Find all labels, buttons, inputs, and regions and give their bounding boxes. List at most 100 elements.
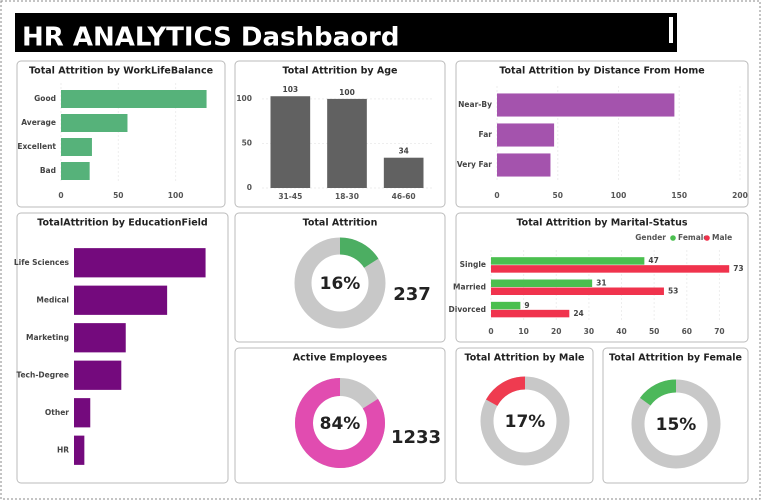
title-caret (669, 17, 673, 43)
bar (497, 93, 675, 117)
x-tick-label: 10 (518, 327, 528, 336)
legend-title: Gender (635, 233, 666, 242)
data-label: 100 (339, 88, 355, 97)
panel-title: Active Employees (293, 353, 388, 364)
total-value: 1233 (391, 427, 441, 448)
legend-label: Male (712, 233, 732, 242)
x-tick-label: 50 (649, 327, 659, 336)
bar (74, 435, 85, 465)
y-tick-label: 0 (247, 183, 252, 192)
x-tick-label: 0 (488, 327, 493, 336)
data-label: 73 (733, 264, 743, 273)
x-tick-label: 0 (494, 191, 499, 200)
category-label: Other (45, 408, 69, 417)
bar (74, 285, 168, 315)
bar (491, 287, 664, 295)
bar (491, 301, 521, 310)
legend-swatch (704, 235, 710, 241)
y-tick-label: 50 (242, 138, 252, 147)
bar (497, 153, 551, 177)
bar (491, 309, 570, 318)
bar (383, 157, 424, 188)
data-label: 34 (398, 147, 408, 156)
total-value: 237 (393, 284, 431, 305)
panel (16, 60, 226, 208)
panel-title: Total Attrition by Distance From Home (499, 66, 704, 77)
x-tick-label: 40 (616, 327, 626, 336)
x-tick-label: 50 (553, 191, 563, 200)
data-label: 31 (596, 279, 606, 288)
donut-label: 84% (320, 414, 361, 434)
category-label: Bad (40, 166, 56, 175)
panel-title: Total Attrition by Age (283, 66, 398, 77)
bar (61, 114, 128, 132)
bar (74, 323, 126, 353)
donut-label: 15% (656, 415, 697, 435)
bar (61, 90, 207, 108)
x-tick-label: 31-45 (278, 192, 302, 201)
category-label: Far (479, 130, 493, 139)
category-label: Good (34, 94, 56, 103)
bar (74, 360, 122, 390)
bar (74, 248, 206, 278)
donut-arc (339, 237, 379, 269)
dashboard-title: HR ANALYTICS Dashbaord (22, 23, 400, 53)
panel-title: Total Attrition (303, 218, 378, 229)
legend-label: Female (678, 233, 708, 242)
category-label: Near-By (458, 100, 492, 109)
legend-swatch (670, 235, 676, 241)
donut-label: 16% (320, 274, 361, 294)
category-label: Tech-Degree (16, 370, 69, 379)
panel-title: Total Attrition by WorkLifeBalance (29, 66, 213, 77)
category-label: Life Sciences (14, 258, 70, 267)
bar (74, 398, 91, 428)
x-tick-label: 100 (168, 191, 184, 200)
bar (491, 279, 593, 287)
category-label: HR (57, 445, 69, 454)
x-tick-label: 100 (611, 191, 627, 200)
panel-title: TotalAttrition by EducationField (37, 218, 207, 229)
donut-arc (295, 378, 385, 468)
x-tick-label: 20 (551, 327, 561, 336)
data-label: 53 (668, 287, 678, 296)
donut-arc (486, 376, 526, 407)
x-tick-label: 0 (58, 191, 63, 200)
category-label: Very Far (457, 160, 492, 169)
donut-label: 17% (505, 412, 546, 432)
donut-arc (640, 379, 677, 406)
bar (491, 257, 645, 265)
category-label: Married (453, 283, 486, 292)
x-tick-label: 200 (732, 191, 748, 200)
panel-title: Total Attrition by Female (609, 353, 742, 364)
x-tick-label: 60 (682, 327, 692, 336)
bar (61, 162, 90, 180)
x-tick-label: 150 (671, 191, 687, 200)
title-bar (15, 13, 677, 52)
x-tick-label: 30 (584, 327, 594, 336)
bar (61, 138, 92, 156)
data-label: 47 (648, 256, 658, 265)
y-tick-label: 100 (236, 94, 252, 103)
bar (270, 96, 311, 188)
panel-title: Total Attrition by Male (465, 353, 585, 364)
x-tick-label: 50 (113, 191, 123, 200)
bar (327, 98, 367, 188)
panel (234, 212, 446, 343)
category-label: Marketing (26, 333, 69, 342)
bar (491, 265, 730, 273)
x-tick-label: 70 (714, 327, 724, 336)
category-label: Excellent (17, 142, 56, 151)
category-label: Single (460, 260, 486, 269)
data-label: 103 (283, 85, 299, 94)
category-label: Divorced (449, 305, 486, 314)
data-label: 9 (524, 301, 529, 310)
x-tick-label: 46-60 (392, 192, 416, 201)
panel (455, 212, 749, 343)
data-label: 24 (573, 309, 583, 318)
category-label: Average (21, 118, 56, 127)
panel-title: Total Attrition by Marital-Status (516, 218, 687, 229)
category-label: Medical (36, 295, 69, 304)
